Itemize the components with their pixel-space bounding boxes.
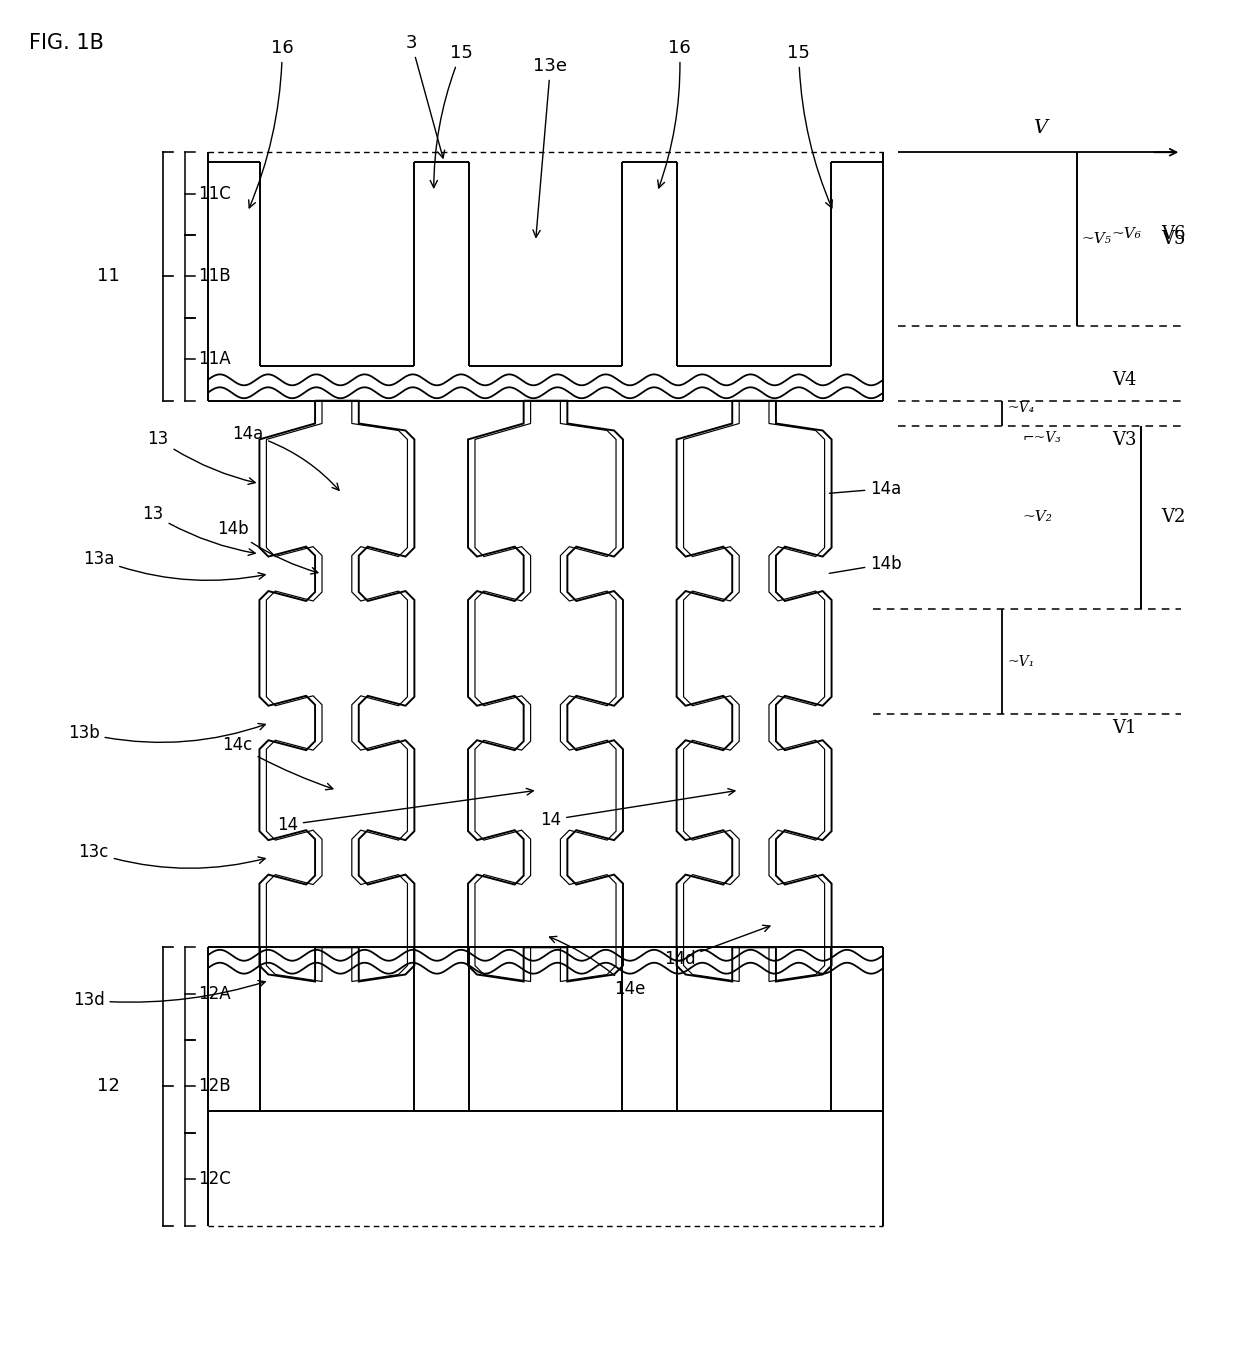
Text: 14c: 14c <box>222 737 332 789</box>
Text: ~V₄: ~V₄ <box>1007 401 1034 416</box>
Text: V5: V5 <box>1162 230 1185 248</box>
Text: 15: 15 <box>787 43 832 209</box>
Text: 14e: 14e <box>549 937 646 998</box>
Text: ~V₁: ~V₁ <box>1007 654 1034 669</box>
Text: 15: 15 <box>430 43 472 188</box>
Text: 13c: 13c <box>78 844 265 868</box>
Text: 14d: 14d <box>663 925 770 968</box>
Text: V4: V4 <box>1112 371 1136 389</box>
Text: 14b: 14b <box>830 555 901 573</box>
Text: 13e: 13e <box>533 57 568 237</box>
Text: 12: 12 <box>97 1078 120 1095</box>
Text: FIG. 1B: FIG. 1B <box>29 32 104 53</box>
Text: 13b: 13b <box>68 723 265 742</box>
Text: ~V₅: ~V₅ <box>1081 233 1112 246</box>
Text: V6: V6 <box>1162 225 1185 244</box>
Text: V1: V1 <box>1112 719 1136 737</box>
Text: 14b: 14b <box>217 520 317 574</box>
Text: 13d: 13d <box>73 980 265 1009</box>
Text: ~V₆: ~V₆ <box>1112 227 1142 241</box>
Text: 11A: 11A <box>198 351 231 368</box>
Text: 12C: 12C <box>198 1170 231 1189</box>
Text: ~V₂: ~V₂ <box>1022 510 1053 524</box>
Text: 12B: 12B <box>198 1078 231 1095</box>
Text: 14: 14 <box>539 788 735 829</box>
Text: V: V <box>1033 119 1047 137</box>
Text: 14: 14 <box>277 788 533 834</box>
Text: 11C: 11C <box>198 184 231 203</box>
Text: 13: 13 <box>148 429 255 485</box>
Text: 14a: 14a <box>830 479 901 497</box>
Text: ⌐~V₃: ⌐~V₃ <box>1022 431 1061 444</box>
Text: 3: 3 <box>405 34 445 158</box>
Text: 11: 11 <box>97 268 120 286</box>
Text: 13: 13 <box>143 505 255 555</box>
Text: V2: V2 <box>1162 509 1185 527</box>
Text: 12A: 12A <box>198 984 231 1003</box>
Text: 16: 16 <box>657 39 691 188</box>
Text: 13a: 13a <box>83 550 265 581</box>
Text: 14a: 14a <box>232 425 339 490</box>
Text: V3: V3 <box>1112 431 1136 448</box>
Text: 16: 16 <box>249 39 294 209</box>
Text: 11B: 11B <box>198 268 231 286</box>
